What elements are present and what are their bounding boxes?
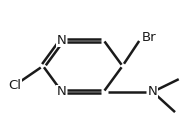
Text: N: N (148, 85, 158, 98)
Text: Br: Br (142, 31, 156, 44)
Text: N: N (57, 34, 67, 47)
Text: Cl: Cl (8, 79, 21, 92)
Text: N: N (57, 85, 67, 98)
